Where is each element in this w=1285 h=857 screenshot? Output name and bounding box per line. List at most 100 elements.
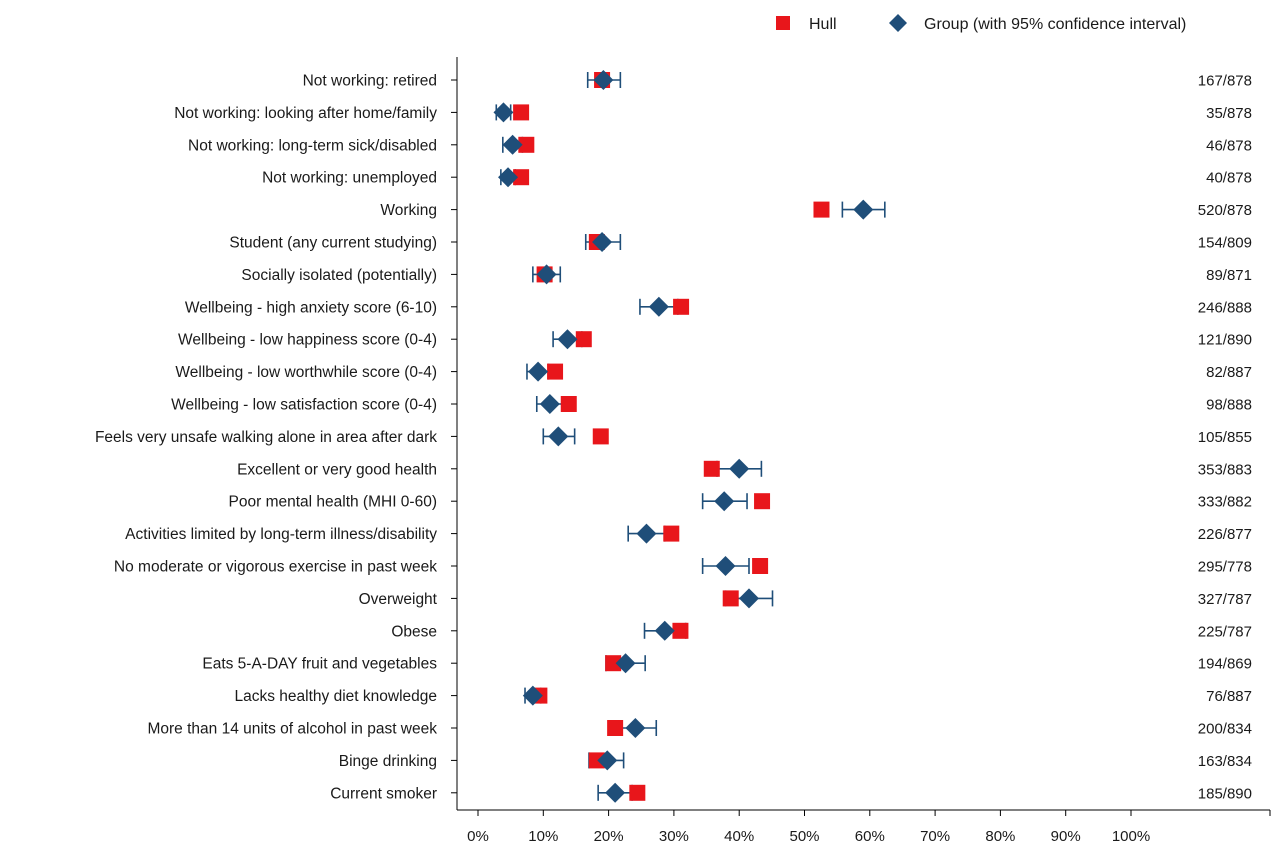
group-point [498, 167, 519, 188]
x-tick-label: 100% [1112, 828, 1150, 845]
category-label: Poor mental health (MHI 0-60) [229, 494, 437, 511]
legend: Hull Group (with 95% confidence interval… [776, 14, 1186, 33]
group-point [648, 296, 669, 317]
category-label: Socially isolated (potentially) [241, 267, 437, 284]
count-label: 225/787 [1198, 623, 1252, 640]
count-label: 105/855 [1198, 429, 1252, 446]
group-point [502, 134, 523, 155]
group-point [522, 685, 543, 706]
legend-hull-label: Hull [809, 16, 837, 33]
category-label: More than 14 units of alcohol in past we… [147, 721, 437, 738]
group-point [605, 782, 626, 803]
group-point [615, 653, 636, 674]
group-point [528, 361, 549, 382]
count-label: 194/869 [1198, 656, 1252, 673]
legend-hull-marker [776, 16, 790, 30]
category-label: Excellent or very good health [237, 461, 437, 478]
hull-point [813, 201, 830, 218]
count-label: 35/878 [1206, 105, 1252, 122]
category-label: Lacks healthy diet knowledge [235, 688, 438, 705]
count-label: 89/871 [1206, 267, 1252, 284]
count-label: 353/883 [1198, 461, 1252, 478]
count-label: 154/809 [1198, 235, 1252, 252]
category-label: Current smoker [330, 785, 437, 802]
hull-point [752, 558, 769, 574]
category-label: Binge drinking [339, 753, 437, 770]
count-label: 185/890 [1198, 785, 1252, 802]
group-point [738, 588, 759, 609]
hull-point [518, 136, 535, 153]
category-label: Wellbeing - high anxiety score (6-10) [185, 299, 437, 316]
legend-group-label: Group (with 95% confidence interval) [924, 16, 1186, 33]
group-point [592, 232, 613, 252]
group-point [548, 426, 569, 447]
category-label: Not working: looking after home/family [174, 105, 437, 122]
x-tick-label: 20% [594, 828, 624, 845]
category-label: Not working: unemployed [262, 170, 437, 187]
hull-point [560, 396, 577, 412]
category-label: Student (any current studying) [229, 235, 437, 252]
category-label: Wellbeing - low satisfaction score (0-4) [171, 397, 437, 414]
hull-point [592, 428, 609, 445]
x-tick-label: 60% [855, 828, 885, 845]
count-label: 200/834 [1198, 721, 1252, 738]
group-point [597, 750, 618, 771]
group-point [557, 329, 578, 350]
plot-rows: 167/878 35/878 46/878 40/878 520/878 154/809 8… [493, 70, 1252, 803]
category-label: Working [380, 202, 437, 219]
count-label: 295/778 [1198, 559, 1252, 576]
category-label: Activities limited by long-term illness/… [125, 526, 437, 543]
hull-point [607, 720, 624, 736]
count-label: 82/887 [1206, 364, 1252, 381]
count-label: 327/787 [1198, 591, 1252, 608]
x-tick-label: 10% [528, 828, 558, 845]
hull-point [722, 590, 739, 607]
x-tick-label: 70% [920, 828, 950, 845]
hull-point [605, 655, 622, 672]
hull-point [629, 784, 646, 801]
count-label: 226/877 [1198, 526, 1252, 543]
group-point [729, 458, 750, 479]
group-point [654, 620, 675, 641]
x-tick-label: 0% [467, 828, 489, 845]
count-label: 246/888 [1198, 299, 1252, 316]
count-label: 167/878 [1198, 73, 1252, 90]
category-label: Obese [391, 623, 437, 640]
hull-point [672, 622, 689, 639]
category-label: Not working: long-term sick/disabled [188, 137, 437, 154]
hull-point [588, 752, 605, 769]
group-point [593, 70, 614, 90]
category-label: Not working: retired [303, 73, 437, 90]
axes: 0% 10% 20% 30% 40% 50% 60% 70% 80% 90% 100% Not wor… [95, 57, 1271, 845]
x-tick-label: 40% [724, 828, 754, 845]
category-label: Feels very unsafe walking alone in area … [95, 429, 437, 446]
group-point [636, 523, 657, 544]
count-label: 46/878 [1206, 137, 1252, 154]
legend-group-marker [889, 14, 907, 32]
group-point [539, 394, 560, 414]
group-point [536, 264, 557, 285]
count-label: 333/882 [1198, 494, 1252, 511]
x-tick-label: 50% [789, 828, 819, 845]
x-tick-label: 90% [1051, 828, 1081, 845]
category-label: Wellbeing - low happiness score (0-4) [178, 332, 437, 349]
x-tick-label: 30% [659, 828, 689, 845]
hull-point [703, 460, 720, 477]
count-label: 520/878 [1198, 202, 1252, 219]
category-label: No moderate or vigorous exercise in past… [114, 559, 437, 576]
hull-point [663, 525, 680, 542]
hull-point [513, 169, 530, 186]
category-label: Eats 5-A-DAY fruit and vegetables [202, 656, 437, 673]
hull-point [513, 104, 530, 121]
group-point [853, 199, 874, 220]
group-point [625, 718, 646, 738]
group-point [714, 491, 735, 512]
category-label: Overweight [359, 591, 438, 608]
count-label: 163/834 [1198, 753, 1252, 770]
x-tick-label: 80% [985, 828, 1015, 845]
count-label: 40/878 [1206, 170, 1252, 187]
group-point [715, 556, 736, 576]
hull-point [575, 331, 592, 348]
group-point [493, 102, 514, 123]
